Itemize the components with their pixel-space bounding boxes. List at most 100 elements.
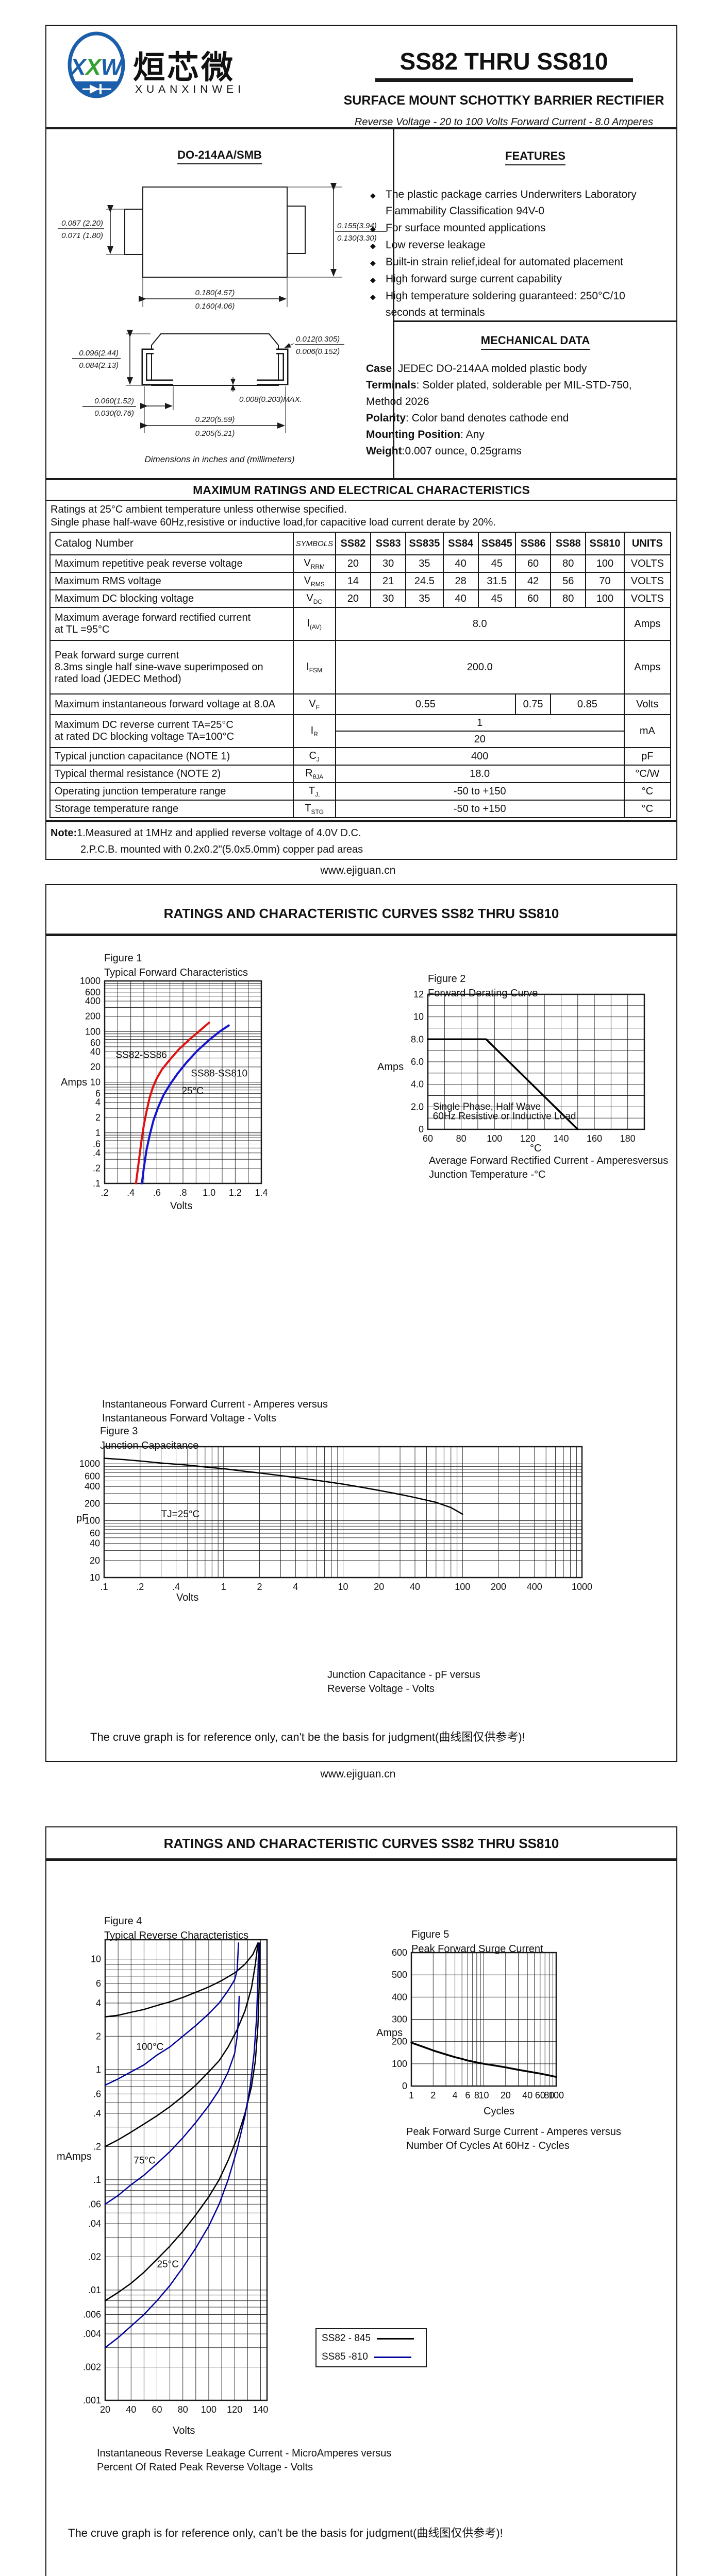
package-dimensions-note: Dimensions in inches and (millimeters)	[144, 454, 295, 464]
reference-note-p3: The cruve graph is for reference only, c…	[68, 2527, 503, 2539]
figure4-caption: Instantaneous Reverse Leakage Current - …	[97, 2448, 392, 2473]
symbol-cell: VRRM	[292, 554, 336, 573]
figure1-x-axis-label: Volts	[170, 1200, 193, 1212]
figure5-y-axis-label: Amps	[376, 2027, 403, 2039]
table-cell: VOLTS	[623, 589, 672, 608]
svg-text:40: 40	[90, 1046, 101, 1057]
table-cell: Maximum DC reverse current TA=25°C at ra…	[49, 714, 294, 748]
svg-text:400: 400	[392, 1992, 407, 2002]
table-cell: 70	[585, 572, 625, 590]
svg-text:25°C: 25°C	[157, 2259, 178, 2270]
table-cell: 30	[370, 554, 407, 573]
ratings-intro-line2: Single phase half-wave 60Hz,resistive or…	[51, 517, 496, 528]
svg-text:75°C: 75°C	[134, 2156, 155, 2166]
table-cell: 80	[550, 589, 587, 608]
svg-text:.4: .4	[93, 2108, 101, 2119]
svg-text:600: 600	[392, 1947, 407, 1958]
svg-text:.2: .2	[101, 1188, 108, 1198]
figure3-chart: .1.2.4 1 2 4 10 20 40 100 200 400 1000102040601002…	[79, 1446, 592, 1592]
table-header-cell: SS82	[335, 532, 372, 555]
page1-footer-url: www.ejiguan.cn	[320, 865, 396, 876]
feature-item: Low reverse leakage	[370, 237, 643, 254]
table-cell: 0.55	[335, 693, 516, 715]
table-cell: VOLTS	[623, 572, 672, 590]
symbol-cell: TSTG	[292, 800, 336, 818]
table-cell: 20	[335, 731, 625, 748]
svg-text:20: 20	[374, 1582, 384, 1592]
svg-text:20: 20	[100, 2404, 110, 2415]
figure5-label: Figure 5 Peak Forward Surge Current	[411, 1929, 543, 1955]
table-header-cell: SS86	[514, 532, 552, 555]
svg-text:2: 2	[257, 1582, 262, 1592]
symbol-cell: RθJA	[292, 765, 336, 783]
svg-text:300: 300	[392, 2014, 407, 2025]
dim-body-width-min: 0.160(4.06)	[195, 302, 235, 311]
page-1: XXW 烜芯微 XUANXINWEI SS82 THRU SS810 SURFA…	[45, 25, 677, 860]
table-cell: 200.0	[335, 640, 625, 694]
ratings-divider	[46, 478, 676, 480]
part-title-block: SS82 THRU SS810 SURFACE MOUNT SCHOTTKY B…	[335, 47, 673, 128]
figure4-x-axis-label: Volts	[173, 2425, 195, 2436]
package-outline-drawing: 0.087 (2.20) 0.071 (1.80) 0.155(3.94) 0.…	[58, 183, 387, 438]
figure1-caption: Instantaneous Forward Current - Amperes …	[102, 1399, 328, 1424]
svg-text:SS88-SS810: SS88-SS810	[191, 1068, 247, 1079]
svg-text:.6: .6	[93, 2089, 101, 2099]
svg-text:400: 400	[527, 1582, 542, 1592]
table-cell: 14	[335, 572, 372, 590]
dim-foot-length-max: 0.060(1.52)	[94, 397, 134, 405]
svg-text:8: 8	[474, 2090, 479, 2100]
svg-text:60: 60	[152, 2404, 162, 2415]
table-cell: 45	[477, 589, 516, 608]
table-cell: Operating junction temperature range	[49, 782, 294, 801]
table-cell: 40	[442, 554, 479, 573]
package-title: DO-214AA/SMB	[46, 148, 393, 164]
legend-line-black	[377, 2337, 414, 2340]
symbol-cell: VDC	[292, 589, 336, 608]
table-cell: 100	[585, 589, 625, 608]
svg-text:180: 180	[620, 1133, 636, 1144]
svg-text:.1: .1	[100, 1582, 108, 1592]
table-cell: 1	[335, 714, 625, 732]
symbol-cell: IR	[292, 714, 336, 748]
svg-text:100: 100	[548, 2090, 564, 2100]
figure5-x-axis-label: Cycles	[484, 2106, 515, 2117]
svg-text:4: 4	[453, 2090, 458, 2100]
curves-title-divider-p2	[46, 934, 676, 936]
svg-text:.06: .06	[88, 2199, 101, 2209]
page-2: RATINGS AND CHARACTERISTIC CURVES SS82 T…	[45, 884, 677, 1762]
table-cell: 56	[550, 572, 587, 590]
ratings-title: MAXIMUM RATINGS AND ELECTRICAL CHARACTER…	[193, 483, 530, 497]
table-cell: 20	[335, 554, 372, 573]
svg-text:200: 200	[85, 1498, 100, 1509]
curves-title-divider-p3	[46, 1858, 676, 1861]
table-cell: 31.5	[477, 572, 516, 590]
svg-text:Single Phase, Half Wave: Single Phase, Half Wave	[433, 1101, 541, 1112]
svg-text:1000: 1000	[572, 1582, 592, 1592]
table-cell: °C	[623, 800, 672, 818]
part-number-title: SS82 THRU SS810	[399, 48, 608, 75]
table-cell: 400	[335, 747, 625, 766]
figure4-chart: 20 40 60 80 100 120 140 10 6 4 2 1 .6 .4 .2 .1 .06 .04 .02…	[83, 1939, 268, 2415]
mechanical-data-line: Terminals: Solder plated, solderable per…	[366, 379, 632, 408]
title-underline	[375, 78, 633, 82]
page-3: RATINGS AND CHARACTERISTIC CURVES SS82 T…	[45, 1826, 677, 2576]
table-cell: Typical thermal resistance (NOTE 2)	[49, 765, 294, 783]
mechanical-data-line: Weight:0.007 ounce, 0.25grams	[366, 445, 522, 457]
ratings-intro-line1: Ratings at 25°C ambient temperature unle…	[51, 504, 347, 515]
svg-text:4: 4	[293, 1582, 298, 1592]
svg-text:140: 140	[253, 2404, 268, 2415]
svg-text:500: 500	[392, 1970, 407, 1980]
table-cell: Maximum repetitive peak reverse voltage	[49, 554, 294, 573]
svg-text:40: 40	[522, 2090, 532, 2100]
dim-total-width-min: 0.205(5.21)	[195, 429, 235, 438]
table-cell: VOLTS	[623, 554, 672, 573]
svg-text:0: 0	[419, 1124, 424, 1134]
svg-text:200: 200	[85, 1011, 101, 1022]
svg-text:40: 40	[90, 1538, 100, 1549]
table-cell: 21	[370, 572, 407, 590]
svg-text:1.0: 1.0	[203, 1188, 215, 1198]
svg-text:4: 4	[96, 1998, 101, 2008]
svg-text:60: 60	[423, 1133, 433, 1144]
svg-text:.006: .006	[83, 2309, 101, 2319]
